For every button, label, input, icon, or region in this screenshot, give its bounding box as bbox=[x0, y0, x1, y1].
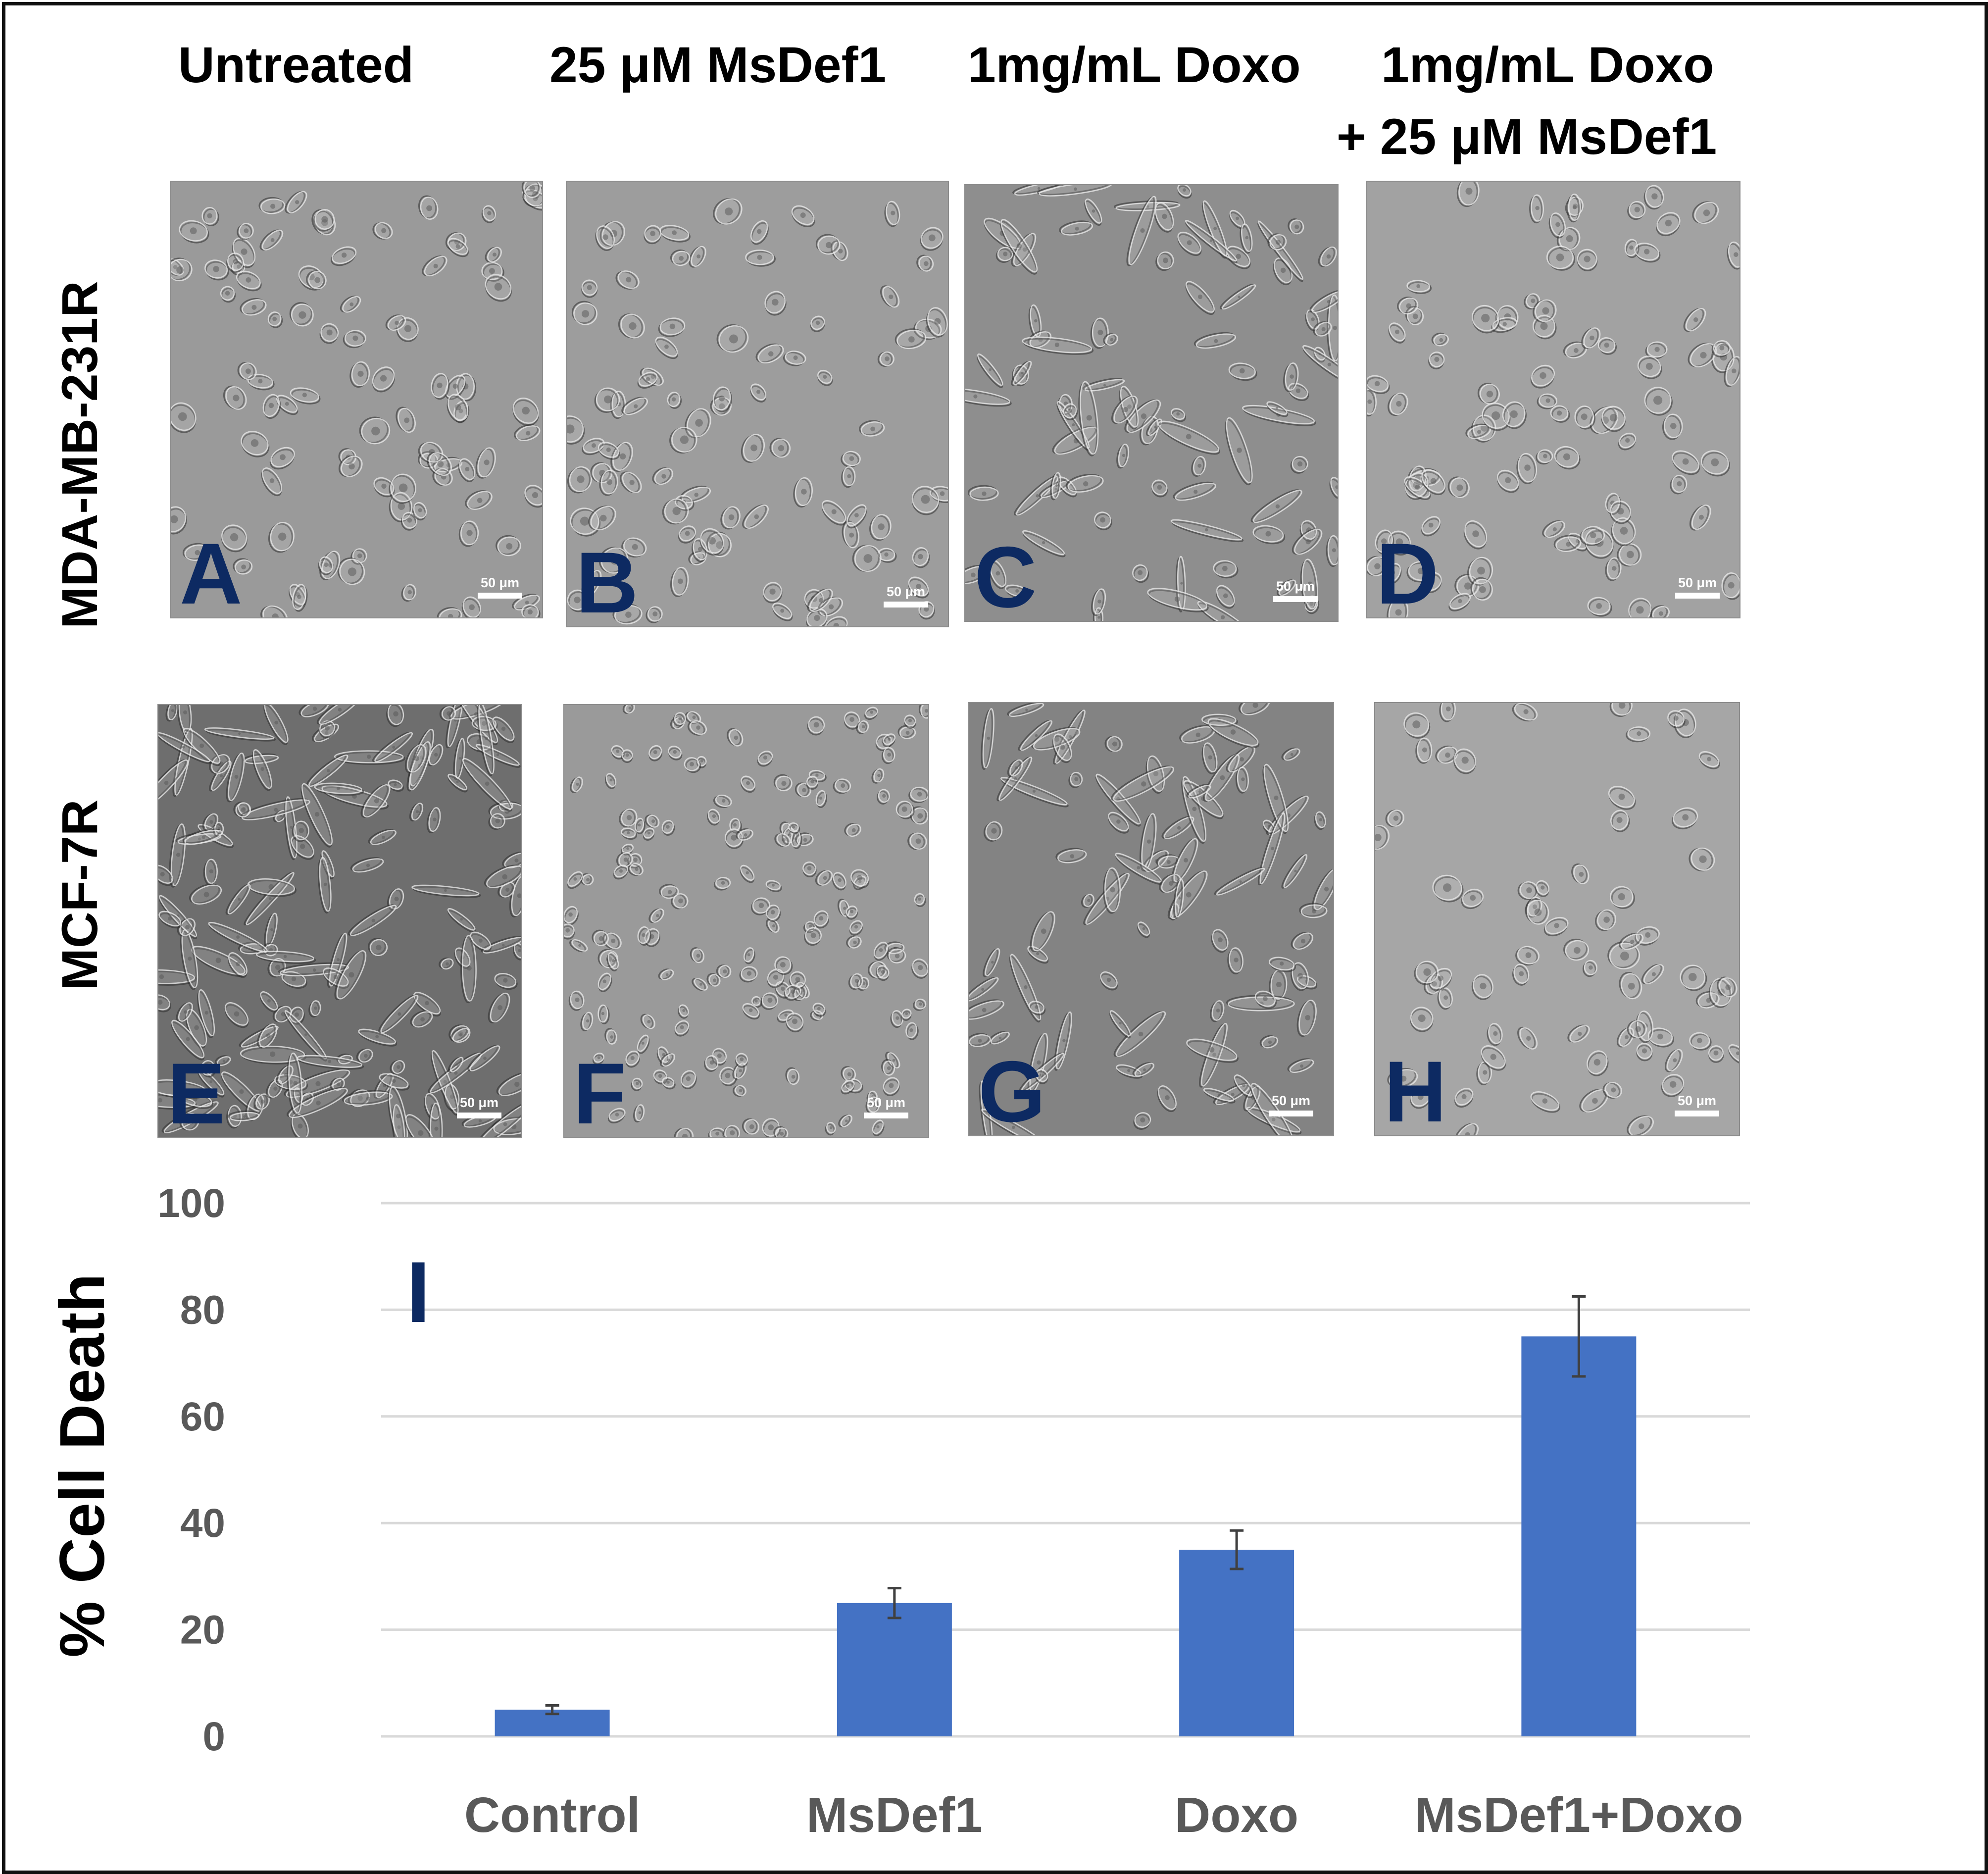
scale-bar: 50 μm bbox=[457, 1096, 501, 1118]
cell-texture bbox=[564, 705, 928, 1137]
scale-bar: 50 μm bbox=[884, 585, 928, 608]
y-tick-label: 100 bbox=[157, 1181, 225, 1226]
scale-bar-line bbox=[884, 602, 928, 608]
cell-texture bbox=[171, 182, 542, 617]
panel-letter-h: H bbox=[1384, 1044, 1447, 1136]
panel-letter-a: A bbox=[180, 526, 243, 618]
error-bar bbox=[887, 1587, 901, 1620]
scale-bar-line bbox=[478, 593, 522, 599]
scale-bar-line bbox=[1675, 1111, 1719, 1116]
bar-msdef1 bbox=[837, 1603, 952, 1736]
scale-bar: 50 μm bbox=[1269, 1094, 1313, 1116]
x-tick-label: MsDef1+Doxo bbox=[1414, 1787, 1743, 1843]
bar-doxo bbox=[1179, 1550, 1294, 1736]
panel-letter-g: G bbox=[978, 1044, 1046, 1136]
micrograph-h: H 50 μm bbox=[1374, 702, 1740, 1136]
scale-bar-label: 50 μm bbox=[886, 584, 926, 599]
scale-bar: 50 μm bbox=[1675, 576, 1720, 599]
scale-bar-label: 50 μm bbox=[480, 575, 520, 590]
x-tick-label: MsDef1 bbox=[806, 1787, 983, 1843]
micrograph-e: E 50 μm bbox=[157, 704, 522, 1138]
column-title-doxo: 1mg/mL Doxo bbox=[968, 37, 1301, 93]
cell-texture bbox=[1367, 182, 1740, 617]
scale-bar-line bbox=[1269, 1111, 1313, 1116]
panel-letter-c: C bbox=[974, 529, 1037, 622]
column-title-combo-line1: 1mg/mL Doxo bbox=[1381, 37, 1714, 93]
panel-letter-e: E bbox=[167, 1046, 225, 1138]
y-tick-label: 20 bbox=[180, 1608, 225, 1653]
scale-bar-line bbox=[457, 1113, 501, 1118]
micrograph-c: C 50 μm bbox=[964, 184, 1339, 622]
error-bar bbox=[1572, 1295, 1586, 1378]
micrograph-g: G 50 μm bbox=[968, 702, 1334, 1136]
column-title-untreated: Untreated bbox=[178, 37, 414, 93]
cell-texture bbox=[965, 185, 1338, 621]
scale-bar: 50 μm bbox=[1273, 580, 1318, 602]
cell-texture bbox=[567, 198, 948, 626]
micrograph-f: F 50 μm bbox=[563, 704, 929, 1138]
panel-letter-i: I bbox=[406, 1244, 431, 1341]
scale-bar: 50 μm bbox=[478, 576, 522, 599]
scale-bar-label: 50 μm bbox=[1678, 575, 1717, 590]
x-tick-label: Doxo bbox=[1175, 1787, 1298, 1843]
scale-bar-label: 50 μm bbox=[866, 1095, 906, 1110]
scale-bar-label: 50 μm bbox=[1677, 1093, 1717, 1108]
micrograph-b: B 50 μm bbox=[566, 181, 949, 627]
y-tick-label: 80 bbox=[180, 1287, 225, 1332]
cell-texture bbox=[1375, 703, 1739, 1135]
y-tick-label: 0 bbox=[202, 1714, 225, 1759]
panel-letter-d: D bbox=[1376, 526, 1439, 618]
scale-bar-line bbox=[864, 1113, 908, 1118]
panel-letter-b: B bbox=[576, 535, 639, 627]
column-title-combo-line2: + 25 μM MsDef1 bbox=[1337, 108, 1717, 165]
micrograph-d: D 50 μm bbox=[1366, 181, 1740, 618]
panel-letter-f: F bbox=[573, 1046, 626, 1138]
scale-bar-label: 50 μm bbox=[459, 1095, 499, 1110]
column-title-msdef1: 25 μM MsDef1 bbox=[549, 37, 887, 93]
cell-texture bbox=[158, 705, 521, 1137]
cell-texture bbox=[969, 703, 1333, 1135]
scale-bar-label: 50 μm bbox=[1276, 579, 1315, 594]
micrograph-a: A 50 μm bbox=[170, 181, 543, 618]
y-tick-label: 60 bbox=[180, 1394, 225, 1439]
scale-bar-line bbox=[1273, 596, 1318, 602]
bar-msdef1-doxo bbox=[1521, 1336, 1637, 1736]
scale-bar: 50 μm bbox=[1675, 1094, 1719, 1116]
error-bar bbox=[1230, 1529, 1244, 1570]
scale-bar-line bbox=[1675, 593, 1720, 599]
scale-bar-label: 50 μm bbox=[1271, 1093, 1311, 1108]
error-bar bbox=[545, 1704, 559, 1716]
x-tick-label: Control bbox=[464, 1787, 640, 1843]
scale-bar: 50 μm bbox=[864, 1096, 908, 1118]
y-tick-label: 40 bbox=[180, 1501, 225, 1546]
y-axis-label: % Cell Death bbox=[47, 1273, 118, 1657]
